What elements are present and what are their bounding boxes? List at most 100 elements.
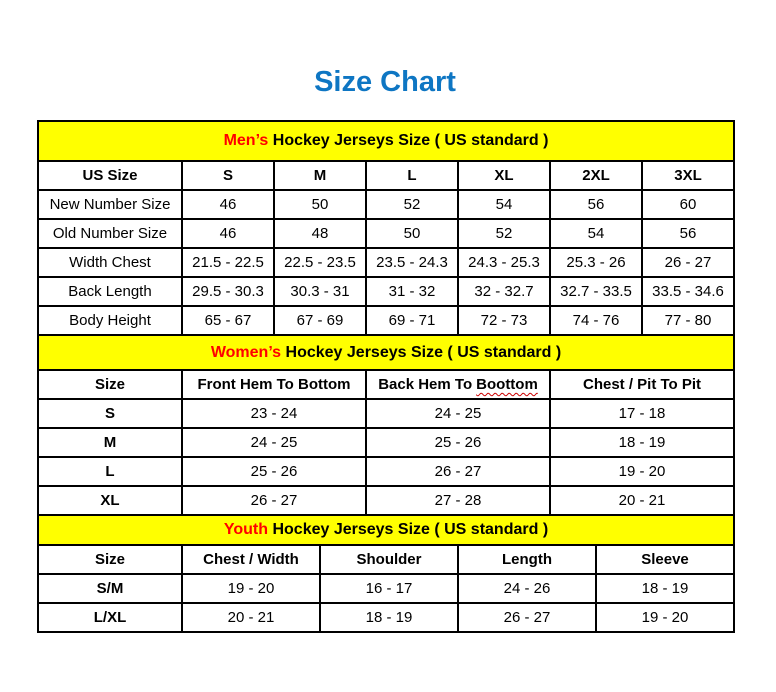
back-hem-misspelled-word: Boottom xyxy=(476,376,538,393)
col-header-s: S xyxy=(181,160,275,191)
table-cell: 56 xyxy=(549,189,643,220)
table-cell: 19 - 20 xyxy=(548,456,736,487)
col-header-length: Length xyxy=(457,544,597,575)
col-header-l: L xyxy=(365,160,459,191)
womens-header-row: Size Front Hem To Bottom Back Hem To Boot… xyxy=(37,369,736,400)
table-cell: 27 - 28 xyxy=(365,485,551,516)
table-cell: 67 - 69 xyxy=(273,305,367,336)
row-label: New Number Size xyxy=(37,189,183,220)
mens-size-table: Men’s Hockey Jerseys Size ( US standard … xyxy=(36,120,736,336)
table-cell: 46 xyxy=(181,218,275,249)
table-cell: 65 - 67 xyxy=(181,305,275,336)
table-cell: 25 - 26 xyxy=(181,456,367,487)
table-row-new-number-size: New Number Size 46 50 52 54 56 60 xyxy=(37,189,736,220)
col-header-m: M xyxy=(273,160,367,191)
col-header-3xl: 3XL xyxy=(640,160,736,191)
table-cell: 54 xyxy=(457,189,551,220)
table-cell: 32.7 - 33.5 xyxy=(549,276,643,307)
table-cell: 19 - 20 xyxy=(594,602,736,633)
col-header-chest-pit: Chest / Pit To Pit xyxy=(548,369,736,400)
table-cell: 23.5 - 24.3 xyxy=(365,247,459,278)
womens-size-table: Women’s Hockey Jerseys Size ( US standar… xyxy=(36,334,736,516)
col-header-size: Size xyxy=(37,544,183,575)
col-header-front-hem: Front Hem To Bottom xyxy=(181,369,367,400)
table-cell: 18 - 19 xyxy=(594,573,736,604)
table-cell: 19 - 20 xyxy=(181,573,321,604)
col-header-chest-width: Chest / Width xyxy=(181,544,321,575)
table-cell: 24 - 25 xyxy=(181,427,367,458)
table-row-youth-sm: S/M 19 - 20 16 - 17 24 - 26 18 - 19 xyxy=(37,573,736,604)
table-cell: 54 xyxy=(549,218,643,249)
table-cell: 69 - 71 xyxy=(365,305,459,336)
table-cell: 25.3 - 26 xyxy=(549,247,643,278)
row-label: Width Chest xyxy=(37,247,183,278)
page-title: Size Chart xyxy=(314,66,456,98)
table-cell: 29.5 - 30.3 xyxy=(181,276,275,307)
youth-section-title-accent: Youth xyxy=(223,521,269,538)
womens-section-band: Women’s Hockey Jerseys Size ( US standar… xyxy=(36,334,736,371)
back-hem-label-prefix: Back Hem To xyxy=(378,376,473,393)
womens-section-title: Women’s Hockey Jerseys Size ( US standar… xyxy=(36,334,736,371)
row-label: M xyxy=(37,427,183,458)
table-row-womens-xl: XL 26 - 27 27 - 28 20 - 21 xyxy=(37,485,736,516)
table-cell: 60 xyxy=(640,189,736,220)
row-label: S xyxy=(37,398,183,429)
womens-section-title-rest: Hockey Jerseys Size ( US standard ) xyxy=(281,343,562,361)
table-cell: 33.5 - 34.6 xyxy=(640,276,736,307)
table-cell: 48 xyxy=(273,218,367,249)
row-label: S/M xyxy=(37,573,183,604)
table-cell: 24 - 25 xyxy=(365,398,551,429)
mens-header-row: US Size S M L XL 2XL 3XL xyxy=(37,160,736,191)
table-cell: 21.5 - 22.5 xyxy=(181,247,275,278)
table-cell: 26 - 27 xyxy=(181,485,367,516)
table-cell: 20 - 21 xyxy=(181,602,321,633)
table-row-youth-lxl: L/XL 20 - 21 18 - 19 26 - 27 19 - 20 xyxy=(37,602,736,633)
table-cell: 52 xyxy=(457,218,551,249)
table-cell: 77 - 80 xyxy=(640,305,736,336)
col-header-us-size: US Size xyxy=(37,160,183,191)
youth-section-band: Youth Hockey Jerseys Size ( US standard … xyxy=(36,514,736,546)
mens-section-band: Men’s Hockey Jerseys Size ( US standard … xyxy=(36,120,736,162)
table-cell: 16 - 17 xyxy=(319,573,459,604)
mens-section-title-accent: Men’s xyxy=(223,132,269,149)
row-label: Old Number Size xyxy=(37,218,183,249)
table-cell: 22.5 - 23.5 xyxy=(273,247,367,278)
table-cell: 24.3 - 25.3 xyxy=(457,247,551,278)
col-header-back-hem: Back Hem To Boottom xyxy=(365,369,551,400)
youth-header-row: Size Chest / Width Shoulder Length Sleev… xyxy=(37,544,736,575)
row-label: Body Height xyxy=(37,305,183,336)
table-cell: 23 - 24 xyxy=(181,398,367,429)
col-header-size: Size xyxy=(37,369,183,400)
table-cell: 50 xyxy=(273,189,367,220)
table-cell: 32 - 32.7 xyxy=(457,276,551,307)
col-header-2xl: 2XL xyxy=(549,160,643,191)
table-row-width-chest: Width Chest 21.5 - 22.5 22.5 - 23.5 23.5… xyxy=(37,247,736,278)
mens-section-title-rest: Hockey Jerseys Size ( US standard ) xyxy=(268,132,549,149)
col-header-shoulder: Shoulder xyxy=(319,544,459,575)
table-cell: 46 xyxy=(181,189,275,220)
youth-size-table: Youth Hockey Jerseys Size ( US standard … xyxy=(36,514,736,633)
row-label: Back Length xyxy=(37,276,183,307)
size-chart-tables: Men’s Hockey Jerseys Size ( US standard … xyxy=(36,120,736,633)
table-cell: 20 - 21 xyxy=(548,485,736,516)
table-cell: 18 - 19 xyxy=(548,427,736,458)
table-cell: 52 xyxy=(365,189,459,220)
col-header-sleeve: Sleeve xyxy=(594,544,736,575)
table-cell: 30.3 - 31 xyxy=(273,276,367,307)
mens-section-title: Men’s Hockey Jerseys Size ( US standard … xyxy=(36,120,736,162)
table-cell: 50 xyxy=(365,218,459,249)
youth-section-title-rest: Hockey Jerseys Size ( US standard ) xyxy=(268,521,549,538)
table-cell: 26 - 27 xyxy=(640,247,736,278)
table-cell: 17 - 18 xyxy=(548,398,736,429)
table-row-old-number-size: Old Number Size 46 48 50 52 54 56 xyxy=(37,218,736,249)
table-row-womens-m: M 24 - 25 25 - 26 18 - 19 xyxy=(37,427,736,458)
womens-section-title-accent: Women’s xyxy=(210,343,282,361)
table-cell: 31 - 32 xyxy=(365,276,459,307)
table-row-back-length: Back Length 29.5 - 30.3 30.3 - 31 31 - 3… xyxy=(37,276,736,307)
table-cell: 26 - 27 xyxy=(365,456,551,487)
youth-section-title: Youth Hockey Jerseys Size ( US standard … xyxy=(36,514,736,546)
table-cell: 18 - 19 xyxy=(319,602,459,633)
row-label: L xyxy=(37,456,183,487)
row-label: XL xyxy=(37,485,183,516)
